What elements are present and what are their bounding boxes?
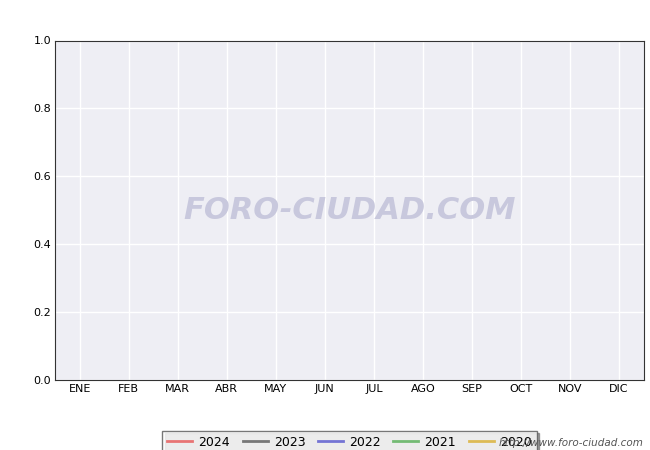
- Text: Matriculaciones de Vehiculos en Arroyo de las Fraguas: Matriculaciones de Vehiculos en Arroyo d…: [107, 11, 543, 26]
- Text: FORO-CIUDAD.COM: FORO-CIUDAD.COM: [183, 196, 515, 225]
- Text: http://www.foro-ciudad.com: http://www.foro-ciudad.com: [499, 438, 644, 448]
- Legend: 2024, 2023, 2022, 2021, 2020: 2024, 2023, 2022, 2021, 2020: [162, 431, 537, 450]
